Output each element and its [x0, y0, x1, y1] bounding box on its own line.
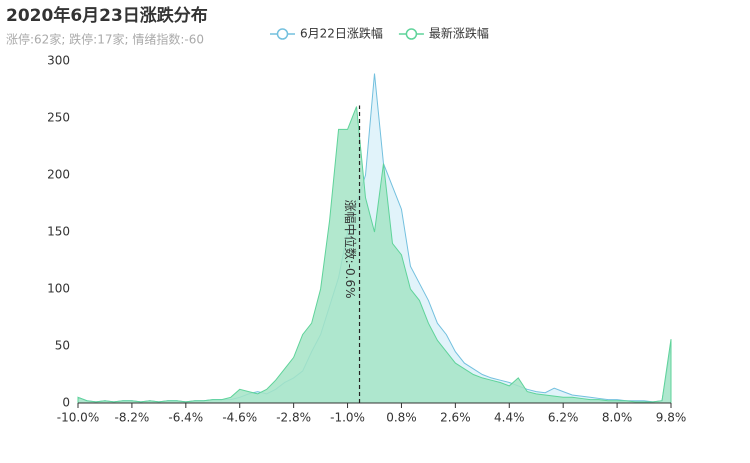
y-tick-label: 200	[47, 168, 70, 182]
x-tick-label: 4.4%	[494, 411, 525, 425]
x-tick-label: 6.2%	[548, 411, 579, 425]
y-tick-label: 0	[62, 396, 70, 410]
y-tick-label: 250	[47, 111, 70, 125]
legend-label: 6月22日涨跌幅	[300, 26, 383, 41]
y-tick-label: 150	[47, 225, 70, 239]
legend-marker	[276, 28, 289, 40]
y-tick-label: 300	[47, 54, 70, 68]
legend-label: 最新涨跌幅	[429, 26, 489, 41]
median-label: 涨幅中位数:-0.6%	[343, 200, 358, 299]
x-tick-label: -6.4%	[168, 411, 203, 425]
x-tick-label: 2.6%	[440, 411, 471, 425]
chart-subtitle: 涨停:62家; 跌停:17家; 情绪指数:-60	[6, 32, 204, 47]
legend-marker	[405, 28, 418, 40]
legend-item[interactable]: 最新涨跌幅	[398, 26, 489, 41]
legend-item[interactable]: 6月22日涨跌幅	[270, 26, 383, 41]
y-tick-label: 100	[47, 282, 70, 296]
x-tick-label: -4.6%	[222, 411, 257, 425]
x-tick-label: 0.8%	[386, 411, 417, 425]
chart-title: 2020年6月23日涨跌分布	[6, 5, 208, 26]
y-tick-label: 50	[55, 339, 70, 353]
x-tick-label: -2.8%	[276, 411, 311, 425]
x-tick-label: -8.2%	[114, 411, 149, 425]
area	[77, 106, 672, 404]
x-tick-label: -1.0%	[330, 411, 365, 425]
x-tick-label: 9.8%	[656, 411, 687, 425]
x-tick-label: -10.0%	[57, 411, 99, 425]
x-tick-label: 8.0%	[602, 411, 633, 425]
